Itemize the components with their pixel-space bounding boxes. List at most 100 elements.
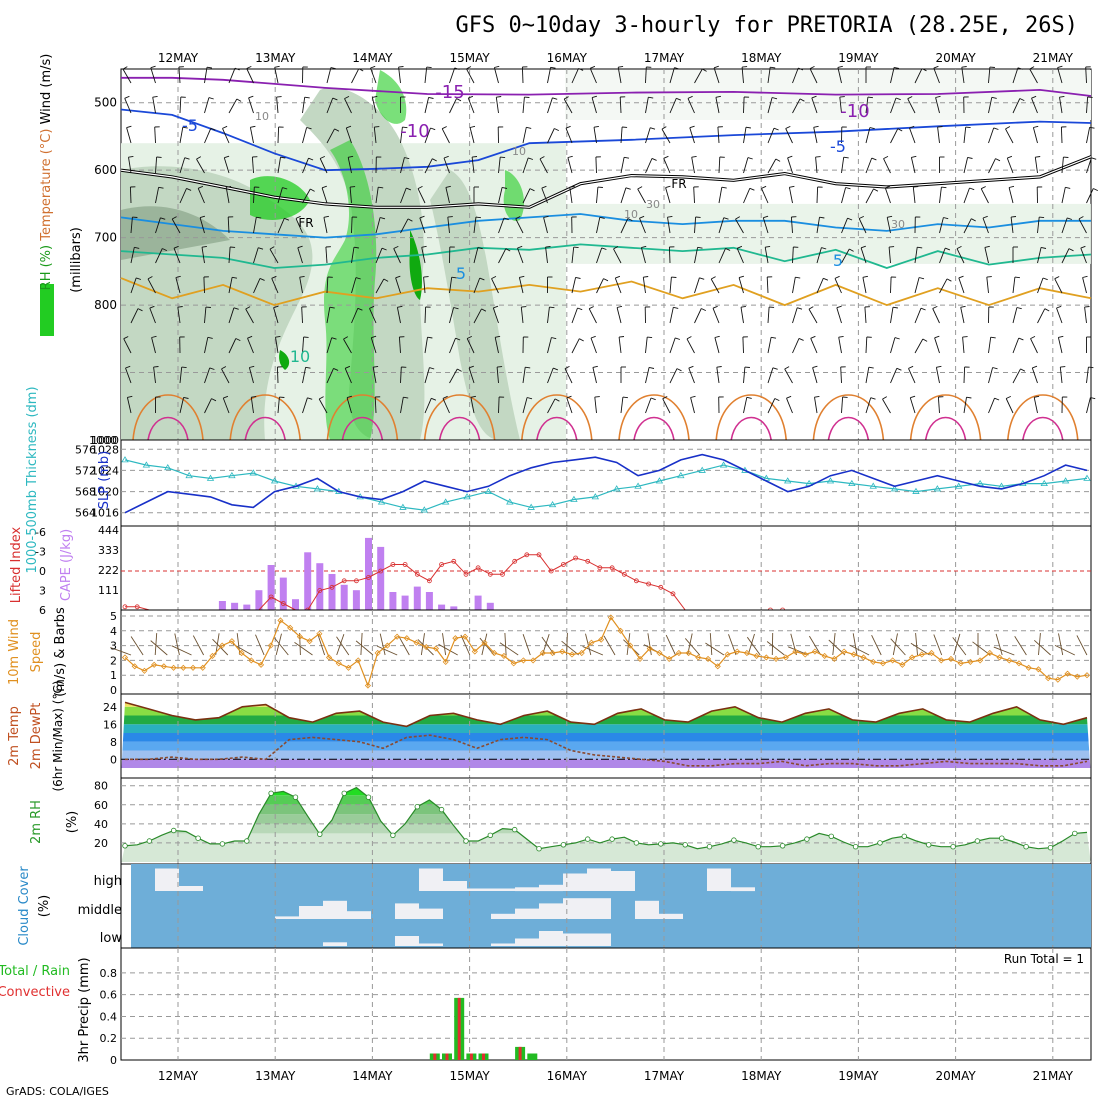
wind-barb bbox=[424, 127, 431, 144]
wind-barb bbox=[547, 367, 554, 384]
wind-barb-flag bbox=[599, 216, 605, 219]
precip-conv-bar bbox=[445, 1053, 449, 1060]
wind-barb bbox=[735, 218, 744, 234]
warm-contour bbox=[812, 394, 885, 441]
wind-barb bbox=[154, 126, 156, 144]
rh2m-marker bbox=[755, 844, 761, 850]
wind-barb-flag bbox=[182, 126, 188, 129]
wind-barb bbox=[400, 187, 407, 204]
wind-barb-flag bbox=[1018, 337, 1024, 341]
wind-barb bbox=[645, 337, 648, 354]
thickness-marker bbox=[399, 503, 407, 510]
ylabel-part: (m/s) & Barbs bbox=[53, 607, 68, 697]
thickness-marker bbox=[1083, 474, 1091, 481]
wind-barb-flag bbox=[1067, 217, 1073, 220]
wind10m-barb bbox=[398, 635, 410, 656]
wind10m-barb bbox=[585, 633, 592, 656]
wind-barb-flag bbox=[134, 246, 140, 249]
wind-barb bbox=[302, 188, 311, 204]
wind10m-barb bbox=[890, 638, 906, 656]
cloud-bar bbox=[635, 900, 659, 919]
wind-barb bbox=[882, 398, 891, 414]
isotherm-label: -15 bbox=[435, 82, 464, 103]
wind-barb-flag bbox=[371, 335, 377, 339]
wind-barb bbox=[129, 186, 132, 204]
pressure-axis-label: (millibars) bbox=[69, 227, 84, 293]
wind10m-barb bbox=[766, 641, 785, 656]
wind-barb-flag bbox=[575, 276, 581, 279]
cape-tick: 222 bbox=[98, 564, 119, 577]
wind-barb bbox=[469, 127, 475, 144]
wind-barb-flag bbox=[423, 276, 429, 278]
wind-barb-flag bbox=[346, 125, 352, 129]
wind-barb bbox=[1086, 127, 1091, 144]
wind-barb bbox=[204, 337, 209, 354]
rh2m-marker bbox=[1023, 844, 1029, 850]
wind-barb bbox=[375, 248, 383, 264]
wind-barb-flag bbox=[122, 66, 128, 70]
upper-air-legend: RH (%) Temperature (°C) Wind (m/s) bbox=[39, 54, 54, 291]
wind10m-marker bbox=[763, 654, 770, 661]
wind-barb-flag bbox=[236, 98, 242, 102]
wind-barb bbox=[1012, 67, 1019, 84]
wind10m-tick: 5 bbox=[110, 610, 117, 623]
wind-barb bbox=[890, 307, 894, 324]
wind-barb bbox=[423, 277, 426, 294]
precip-conv-bar bbox=[433, 1053, 437, 1060]
wind10m-barb bbox=[376, 645, 398, 656]
wind10m-marker bbox=[666, 655, 673, 662]
wind-barb bbox=[645, 97, 649, 114]
wind-barb-flag bbox=[843, 156, 849, 159]
rh-shade bbox=[565, 203, 1091, 264]
rh2m-marker bbox=[365, 794, 372, 800]
wind-barb bbox=[421, 247, 426, 264]
wind-barb-flag bbox=[712, 305, 718, 309]
wind10m-marker bbox=[850, 651, 857, 658]
wind10m-marker bbox=[1054, 676, 1061, 683]
wind-barb-flag bbox=[310, 188, 315, 192]
wind10m-marker bbox=[432, 645, 440, 652]
wind10m-barb bbox=[603, 635, 616, 656]
wind-barb-flag bbox=[967, 156, 973, 159]
wind10m-marker bbox=[724, 651, 731, 658]
wind-barb bbox=[566, 397, 573, 414]
wind-barb-flag bbox=[637, 186, 643, 190]
wind-barb-flag bbox=[674, 67, 680, 70]
wind-barb bbox=[326, 368, 334, 384]
wind10m-marker bbox=[646, 645, 653, 652]
wind-barb bbox=[1085, 66, 1087, 84]
wind-barb bbox=[689, 127, 695, 144]
wind-barb bbox=[449, 307, 455, 324]
wind-barb-flag bbox=[665, 185, 671, 189]
wind-barb-flag bbox=[183, 396, 189, 399]
wind-barb-flag bbox=[650, 127, 656, 130]
cloud-bar bbox=[563, 933, 587, 946]
wind-barb bbox=[547, 97, 553, 114]
wind10m-marker bbox=[228, 638, 235, 645]
wind-barb-flag bbox=[235, 338, 241, 342]
wind-barb-flag bbox=[151, 335, 157, 338]
cloud-grid bbox=[177, 864, 1054, 948]
wind-barb bbox=[963, 127, 967, 144]
wind-barb bbox=[1008, 187, 1014, 204]
wind-barb-flag bbox=[344, 95, 350, 100]
wind-barb bbox=[690, 397, 695, 414]
wind10m-speed-legend: Speed bbox=[29, 632, 44, 673]
wind-barb bbox=[521, 66, 524, 84]
wind10m-marker bbox=[977, 657, 984, 664]
wind-barb bbox=[228, 277, 233, 294]
wind-barb bbox=[738, 277, 744, 294]
isotherm-label: 5 bbox=[833, 251, 843, 270]
wind10m-barb bbox=[294, 642, 313, 656]
thickness-marker bbox=[420, 506, 428, 513]
wind10m-barb bbox=[849, 644, 870, 656]
wind-barb-flag bbox=[1014, 276, 1020, 279]
wind-barb bbox=[792, 338, 800, 354]
ylabel-part: CAPE (J/kg) bbox=[59, 529, 74, 601]
wind-barb-flag bbox=[171, 216, 177, 220]
wind-barb bbox=[400, 397, 404, 414]
wind-barb bbox=[178, 66, 181, 84]
rh2m-tick: 80 bbox=[94, 780, 108, 793]
rh2m-marker bbox=[146, 838, 153, 844]
